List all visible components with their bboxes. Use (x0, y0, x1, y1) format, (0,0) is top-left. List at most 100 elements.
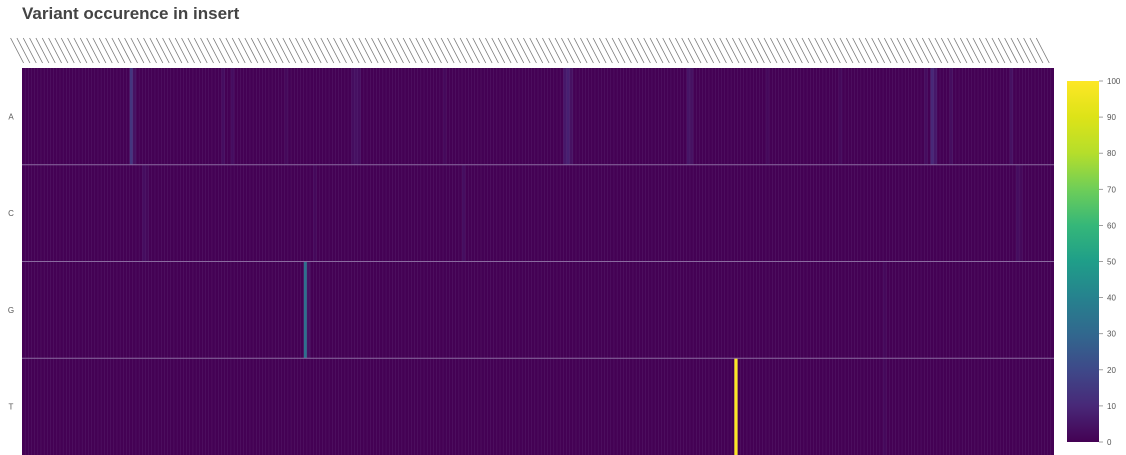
x-tick-mark (117, 37, 132, 64)
x-tick-mark (668, 37, 683, 64)
x-tick-mark (73, 37, 88, 64)
heatmap-cell[interactable] (443, 68, 447, 165)
y-tick-label-a: A (8, 112, 14, 121)
x-tick-mark (573, 37, 588, 64)
x-tick-mark (504, 37, 518, 64)
x-tick-mark (428, 37, 442, 64)
colorbar-tick-label: 100 (1107, 77, 1121, 86)
x-tick-mark (459, 37, 474, 64)
x-tick-mark (155, 37, 170, 64)
x-tick-mark (706, 37, 721, 64)
heatmap-cell[interactable] (734, 358, 738, 455)
x-tick-mark (16, 37, 31, 64)
x-tick-mark (561, 37, 575, 64)
x-tick-mark (98, 37, 113, 64)
x-tick-mark (276, 37, 290, 64)
heatmap-cell[interactable] (129, 68, 134, 165)
y-tick-label-t: T (9, 403, 14, 412)
heatmap-cell[interactable] (357, 68, 362, 165)
x-tick-mark (864, 37, 879, 64)
x-tick-mark (928, 37, 942, 64)
x-tick-mark (162, 37, 176, 64)
x-tick-mark (991, 37, 1006, 64)
x-tick-mark (371, 37, 385, 64)
heatmap-cell[interactable] (142, 164, 146, 262)
x-tick-mark (757, 37, 772, 64)
x-tick-mark (599, 37, 613, 64)
heatmap-cell[interactable] (566, 68, 570, 165)
y-tick-label-g: G (8, 306, 14, 315)
heatmap-cell[interactable] (924, 68, 928, 165)
x-tick-mark (637, 37, 651, 64)
x-tick-mark (10, 37, 24, 64)
x-tick-mark (86, 37, 100, 64)
heatmap-cell[interactable] (933, 68, 938, 165)
heatmap-cell[interactable] (351, 68, 355, 165)
x-tick-mark (358, 37, 373, 64)
heatmap-cell[interactable] (1016, 164, 1020, 262)
heatmap-cell[interactable] (462, 164, 466, 262)
heatmap-cell[interactable] (765, 68, 770, 165)
x-tick-mark (700, 37, 715, 64)
x-tick-mark (915, 37, 930, 64)
heatmap-cell[interactable] (1019, 164, 1023, 262)
x-tick-mark (485, 37, 499, 64)
heatmap-cell[interactable] (284, 68, 289, 165)
x-tick-mark (187, 37, 202, 64)
x-tick-mark (580, 37, 594, 64)
heatmap-cell[interactable] (354, 68, 358, 165)
heatmap-cell[interactable] (949, 68, 953, 165)
x-tick-mark (630, 37, 645, 64)
x-tick-mark (586, 37, 601, 64)
x-tick-mark (307, 37, 322, 64)
x-tick-mark (921, 37, 936, 64)
x-tick-mark (244, 37, 259, 64)
x-tick-mark (67, 37, 81, 64)
x-tick-mark (212, 37, 227, 64)
colorbar-tick-label: 70 (1107, 185, 1116, 194)
colorbar-tick-label: 0 (1107, 438, 1112, 447)
x-tick-mark (409, 37, 423, 64)
x-tick-mark (656, 37, 670, 64)
x-tick-mark (288, 37, 303, 64)
heatmap-row-g (22, 261, 1054, 359)
heatmap-cell[interactable] (221, 68, 225, 165)
heatmap-row-a (22, 68, 1054, 165)
heatmap-cell[interactable] (569, 68, 574, 165)
x-tick-mark (440, 37, 455, 64)
heatmap-cell[interactable] (930, 68, 935, 165)
x-tick-mark (934, 37, 949, 64)
colorbar-tick-label: 10 (1107, 402, 1116, 411)
colorbar-tick-label: 90 (1107, 113, 1116, 122)
x-tick-mark (1035, 37, 1050, 64)
x-tick-mark (478, 37, 493, 64)
x-tick-mark (807, 37, 822, 64)
heatmap-cell[interactable] (306, 261, 311, 359)
heatmap-cell[interactable] (689, 68, 694, 165)
heatmap-cell[interactable] (686, 68, 691, 165)
x-tick-mark (567, 37, 582, 64)
x-tick-mark (877, 37, 892, 64)
x-tick-mark (320, 37, 335, 64)
x-tick-mark (124, 37, 138, 64)
x-tick-mark (314, 37, 328, 64)
x-tick-mark (643, 37, 658, 64)
x-tick-mark (352, 37, 366, 64)
heatmap-cell[interactable] (1009, 68, 1014, 165)
x-tick-mark (795, 37, 810, 64)
heatmap-cell[interactable] (132, 68, 137, 165)
x-tick-mark (29, 37, 43, 64)
heatmap-cell[interactable] (230, 68, 235, 165)
heatmap-cell[interactable] (883, 358, 887, 455)
x-tick-mark (41, 37, 56, 64)
x-tick-mark (750, 37, 765, 64)
colorbar-gradient (1067, 81, 1099, 442)
heatmap-cell[interactable] (838, 68, 843, 165)
heatmap-cell[interactable] (145, 164, 149, 262)
heatmap-cell[interactable] (303, 261, 308, 359)
heatmap-cell[interactable] (883, 261, 887, 359)
x-tick-mark (168, 37, 183, 64)
heatmap-cell[interactable] (313, 164, 317, 262)
heatmap-cell[interactable] (563, 68, 567, 165)
